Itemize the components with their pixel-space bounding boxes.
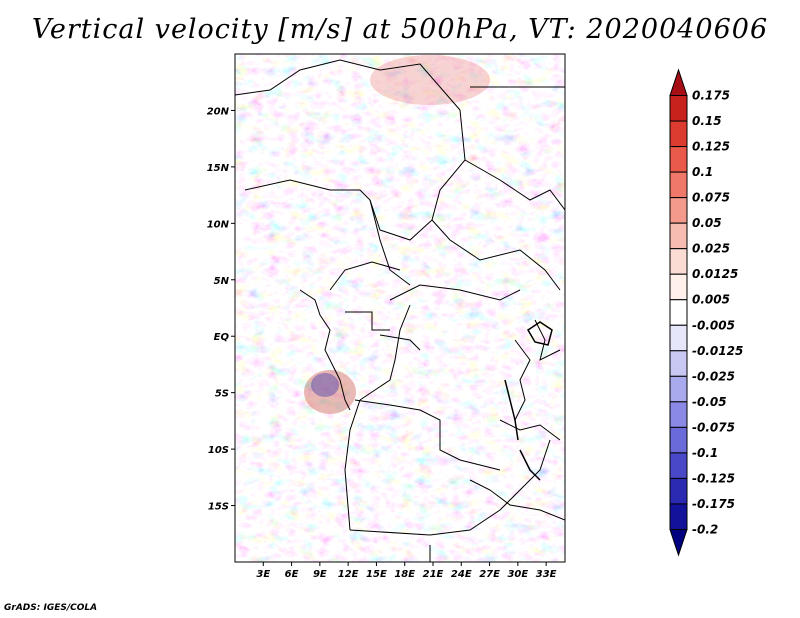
map-panel [235,54,565,562]
colorbar-label: 0.005 [692,293,730,307]
lat-tick-label: 10N [207,219,230,230]
colorbar-label: -0.125 [692,471,735,485]
colorbar-label: -0.025 [692,369,735,383]
colorbar-swatch [669,452,688,479]
colorbar-swatch [669,299,688,326]
lon-tick-label: 18E [394,569,415,580]
strong-updraft-region [304,370,356,414]
colorbar-label: 0.025 [692,242,730,256]
colorbar-swatch [669,324,688,352]
colorbar-label: -0.075 [692,420,735,434]
colorbar-label: 0.15 [692,114,722,128]
colorbar-swatch [669,401,688,428]
lon-tick-label: 27E [479,569,500,580]
lon-tick-label: 9E [313,569,327,580]
colorbar: 0.175 0.15 0.125 0.1 0.075 0.05 0.025 0.0125 0.0… [669,68,743,557]
colorbar-label: -0.005 [692,318,735,332]
lat-tick-label: 20N [207,106,230,117]
lat-tick-label: 15N [207,163,230,174]
lon-tick-label: 15E [366,569,387,580]
colorbar-swatch [669,222,688,250]
colorbar-swatch [669,171,688,199]
lon-tick-label: 21E [423,569,444,580]
strong-downdraft-region [311,373,339,397]
country-borders [235,59,565,562]
lakes [504,321,553,481]
colorbar-label: -0.05 [692,395,727,409]
northeast-ascent-band [370,55,490,105]
colorbar-swatch [669,350,688,377]
colorbar-swatch [669,146,688,173]
colorbar-label: -0.0125 [692,344,743,358]
colorbar-swatch [669,375,688,403]
lon-tick-label: 24E [451,569,472,580]
lat-tick-label: 10S [208,445,229,456]
colorbar-swatch [669,273,688,301]
colorbar-swatch [669,426,688,454]
colorbar-swatch [669,503,688,530]
credit-label: GrADS: IGES/COLA [4,603,98,613]
colorbar-swatch [669,95,688,122]
lon-tick-label: 6E [285,569,299,580]
lat-tick-label: 5S [215,389,229,400]
lat-tick-label: 5N [214,276,230,287]
lon-tick-label: 3E [256,569,270,580]
colorbar-swatch [669,477,688,505]
latitude-axis: 20N 15N 10N 5N EQ 5S 10S 15S [207,106,235,513]
lon-tick-label: 33E [536,569,557,580]
colorbar-label: -0.175 [692,497,735,511]
lat-tick-label: EQ [214,332,230,343]
lon-tick-label: 30E [507,569,528,580]
chart-title: Vertical velocity [m/s] at 500hPa, VT: 2… [31,14,769,45]
colorbar-label: 0.05 [692,216,722,230]
longitude-axis: 3E 6E 9E 12E 15E 18E 21E 24E 27E 30E 33E [256,562,557,580]
lon-tick-label: 12E [338,569,359,580]
colorbar-swatch [669,248,688,275]
colorbar-label: 0.0125 [692,267,738,281]
colorbar-label: 0.125 [692,140,730,154]
colorbar-bottom-arrow [669,528,688,557]
colorbar-label: -0.1 [692,446,718,460]
colorbar-top-arrow [669,68,688,97]
map-frame [234,53,566,563]
colorbar-label: 0.075 [692,191,730,205]
velocity-field [235,54,565,562]
colorbar-swatch [669,197,688,224]
colorbar-swatch [669,120,688,148]
colorbar-label: -0.2 [692,522,718,536]
lat-tick-label: 15S [208,502,229,513]
colorbar-label: 0.1 [692,165,713,179]
colorbar-label: 0.175 [692,89,730,103]
